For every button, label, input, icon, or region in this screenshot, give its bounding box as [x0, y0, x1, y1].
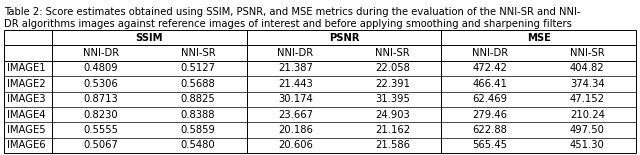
Text: 62.469: 62.469	[472, 94, 508, 104]
Text: Table 2: Score estimates obtained using SSIM, PSNR, and MSE metrics during the e: Table 2: Score estimates obtained using …	[4, 7, 580, 17]
Text: 279.46: 279.46	[472, 110, 508, 120]
Text: 0.5859: 0.5859	[180, 125, 216, 135]
Text: IMAGE5: IMAGE5	[7, 125, 45, 135]
Text: 497.50: 497.50	[570, 125, 605, 135]
Text: 0.8388: 0.8388	[180, 110, 215, 120]
Text: 47.152: 47.152	[570, 94, 605, 104]
Text: 472.42: 472.42	[472, 63, 508, 73]
Text: 0.5555: 0.5555	[83, 125, 118, 135]
Text: NNI-SR: NNI-SR	[180, 48, 215, 58]
Text: IMAGE2: IMAGE2	[7, 79, 45, 89]
Text: 404.82: 404.82	[570, 63, 605, 73]
Text: NNI-SR: NNI-SR	[570, 48, 605, 58]
Text: IMAGE3: IMAGE3	[7, 94, 45, 104]
Text: 21.443: 21.443	[278, 79, 313, 89]
Text: PSNR: PSNR	[329, 33, 359, 43]
Text: 0.4809: 0.4809	[83, 63, 118, 73]
Text: 451.30: 451.30	[570, 140, 605, 150]
Text: 0.5480: 0.5480	[180, 140, 215, 150]
Text: 0.8713: 0.8713	[83, 94, 118, 104]
Text: 0.8825: 0.8825	[180, 94, 216, 104]
Text: SSIM: SSIM	[136, 33, 163, 43]
Text: MSE: MSE	[527, 33, 550, 43]
Text: 22.391: 22.391	[375, 79, 410, 89]
Text: 565.45: 565.45	[472, 140, 508, 150]
Text: 210.24: 210.24	[570, 110, 605, 120]
Text: 0.5127: 0.5127	[180, 63, 216, 73]
Text: IMAGE6: IMAGE6	[7, 140, 45, 150]
Text: IMAGE4: IMAGE4	[7, 110, 45, 120]
Bar	[4, 30, 636, 153]
Text: NNI-DR: NNI-DR	[277, 48, 314, 58]
Text: 30.174: 30.174	[278, 94, 313, 104]
Text: 622.88: 622.88	[472, 125, 508, 135]
Text: 20.606: 20.606	[278, 140, 313, 150]
Text: 0.5688: 0.5688	[180, 79, 216, 89]
Text: 20.186: 20.186	[278, 125, 313, 135]
Text: 21.387: 21.387	[278, 63, 313, 73]
Text: 23.667: 23.667	[278, 110, 313, 120]
Text: IMAGE1: IMAGE1	[7, 63, 45, 73]
Text: 0.5067: 0.5067	[83, 140, 118, 150]
Text: 22.058: 22.058	[375, 63, 410, 73]
Text: DR algorithms images against reference images of interest and before applying sm: DR algorithms images against reference i…	[4, 19, 572, 29]
Text: 31.395: 31.395	[375, 94, 410, 104]
Text: 24.903: 24.903	[375, 110, 410, 120]
Text: NNI-DR: NNI-DR	[83, 48, 119, 58]
Text: 21.586: 21.586	[375, 140, 410, 150]
Text: NNI-DR: NNI-DR	[472, 48, 508, 58]
Text: 0.5306: 0.5306	[83, 79, 118, 89]
Text: 0.8230: 0.8230	[83, 110, 118, 120]
Text: 21.162: 21.162	[375, 125, 410, 135]
Text: 374.34: 374.34	[570, 79, 605, 89]
Text: NNI-SR: NNI-SR	[375, 48, 410, 58]
Text: 466.41: 466.41	[472, 79, 508, 89]
